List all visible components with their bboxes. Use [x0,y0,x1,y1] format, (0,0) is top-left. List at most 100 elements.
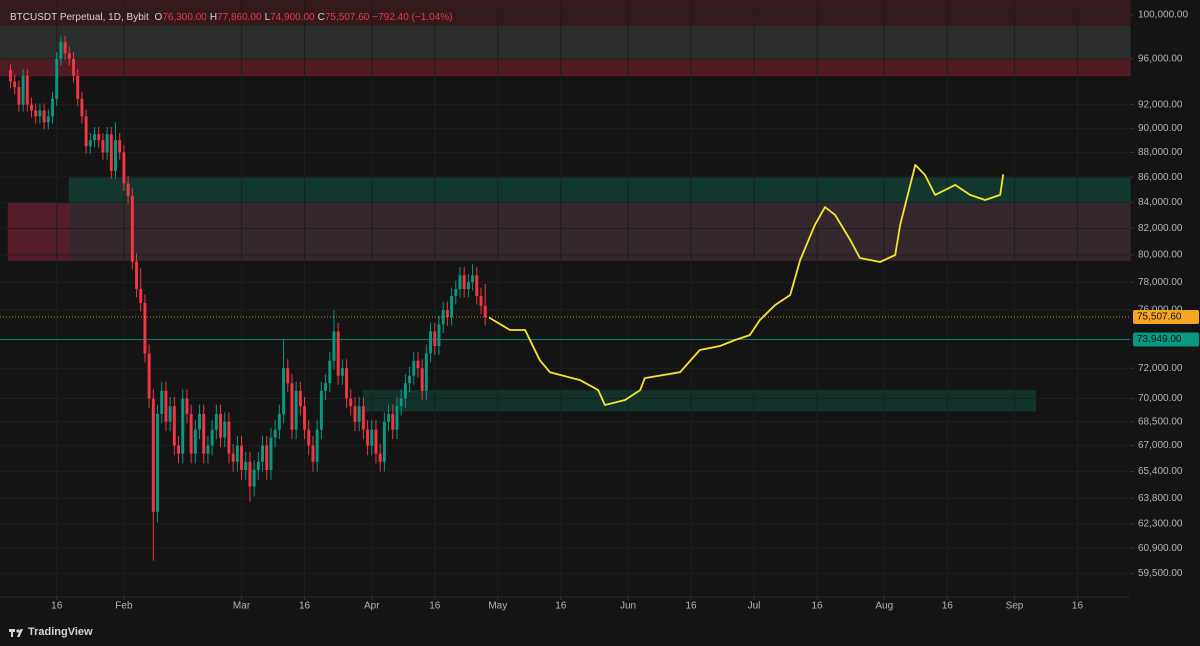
candle-body [135,261,138,290]
projection-path [488,164,1004,406]
candle-body [172,406,176,446]
y-tick-label: 68,500.00 [1138,416,1183,427]
candle-body [181,398,185,454]
candle-body [72,58,75,76]
ohlc-key: L [264,12,271,23]
candle-body [42,110,46,123]
candle-body [88,140,92,147]
price-label-box [1133,332,1199,347]
candle-body [324,383,328,391]
candle-body [84,116,88,147]
y-tick-label: 65,400.00 [1138,466,1183,477]
candle-body [252,469,256,487]
candle-body [328,360,332,384]
candle-body [198,413,202,430]
candle-body [370,429,374,446]
candle-body [114,140,117,171]
candle-body [420,368,424,391]
candle-body [294,390,298,430]
x-tick-label: Apr [364,601,380,612]
candle-body [290,383,294,430]
x-tick-label: 16 [942,601,954,612]
candle-body [93,134,96,141]
candle-body [303,406,307,430]
y-tick-label: 60,900.00 [1138,543,1183,554]
candle-body [147,353,151,399]
x-tick-label: Jul [748,601,761,612]
candle-body [416,360,420,369]
ohlc-value: 76,300.00 [162,12,207,23]
candle-body [122,152,126,184]
brand: TradingView [28,626,93,638]
ohlc-value: 74,900.00 [270,12,315,23]
zone [7,203,1131,261]
candle-body [382,421,386,462]
candle-body [126,183,130,197]
candle-body [345,368,349,399]
y-tick-label: 82,000.00 [1138,223,1183,234]
candle-body [139,289,143,304]
x-tick-label: Sep [1006,601,1024,612]
candle-body [349,398,353,407]
axes: 100,000.00 96,000.00 92,000.00 90,000.00 88,… [51,10,1199,612]
candle-body [282,368,286,414]
y-tick-label: 96,000.00 [1138,53,1183,64]
candle-body [378,453,382,462]
candle-body [235,445,239,462]
x-tick-label: Feb [115,601,133,612]
ohlc-value: 75,507.60 [324,12,370,23]
zone [68,176,1131,205]
candle-body [366,429,370,446]
candle-body [63,42,67,54]
candle-body [353,406,357,422]
candles [9,35,487,561]
candle-body [286,368,290,384]
candle-body [130,196,134,262]
candle-body [336,331,340,376]
ohlc-key: C [317,12,325,23]
y-tick-label: 67,000.00 [1138,440,1183,451]
candle-body [223,421,227,438]
candle-body [46,116,50,123]
change: −792.40 (−1.04%) [372,12,453,23]
candle-body [177,445,181,454]
x-tick-label: 16 [1072,601,1084,612]
candle-body [193,429,197,454]
candle-body [445,310,449,318]
y-tick-label: 92,000.00 [1138,99,1183,110]
candle-body [105,134,109,153]
candle-body [424,353,428,391]
x-tick-label: 16 [299,601,311,612]
y-tick-label: 63,800.00 [1138,493,1183,504]
candle-body [202,413,206,454]
y-tick-label: 59,500.00 [1138,568,1183,579]
x-tick-label: 16 [811,601,823,612]
y-tick-label: 70,000.00 [1138,393,1183,404]
ohlc-key: H [209,12,218,23]
zone [7,203,70,261]
candle-body [395,406,399,430]
candle-body [458,275,462,290]
zones [0,0,1131,412]
x-tick-label: 16 [51,601,63,612]
candle-body [319,390,323,430]
y-tick-label: 78,000.00 [1138,277,1183,288]
candle-body [357,406,361,422]
candle-body [189,413,193,454]
candle-body [433,331,437,347]
candle-body [80,98,84,117]
x-tick-label: 16 [555,601,567,612]
candle-body [240,445,244,470]
zone [362,390,1036,412]
candle-body [151,398,155,512]
candle-body [265,445,269,470]
zone [0,26,1131,60]
candle-body [25,75,29,105]
candle-body [38,110,42,117]
candle-body [219,413,223,438]
candle-body [76,75,80,99]
x-tick-label: Aug [875,601,893,612]
y-tick-label: 86,000.00 [1138,172,1183,183]
candle-body [277,413,281,430]
candle-body [97,134,101,141]
